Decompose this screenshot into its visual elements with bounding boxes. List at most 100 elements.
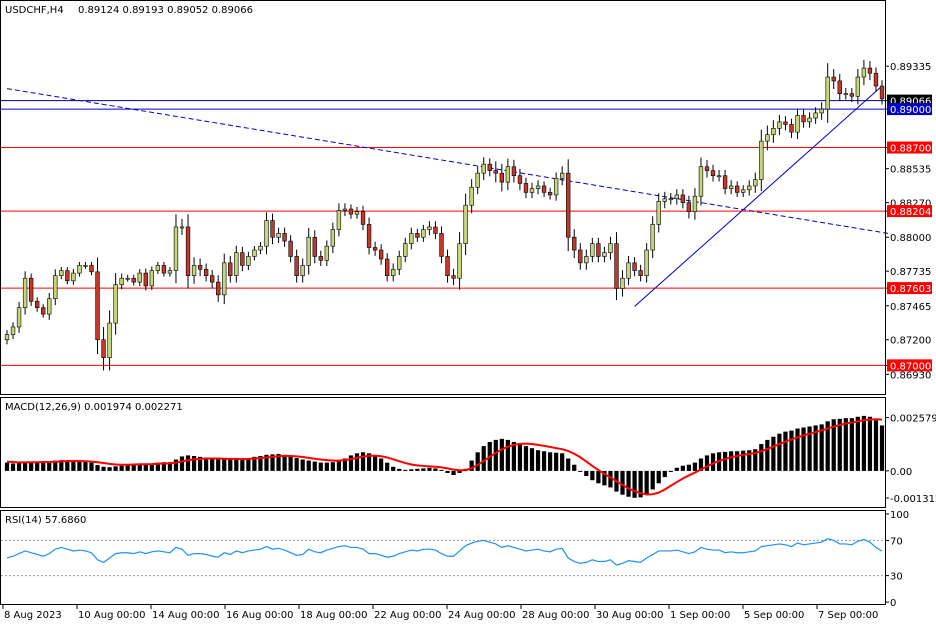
macd-bar [879,425,885,471]
candle [451,275,456,279]
time-tick-label: 28 Aug 00:00 [522,610,589,621]
macd-bar [288,456,293,471]
trendline [634,85,883,307]
candle [777,121,782,129]
macd-bar [379,458,384,471]
candle [378,249,384,260]
macd-bar [125,464,130,471]
macd-bar [397,468,402,471]
macd-bar [53,460,58,471]
macd-bar [825,421,830,471]
candle [765,134,770,142]
candle [505,166,511,183]
macd-bar [282,455,287,471]
macd-bar [849,418,854,471]
price-tick-label: 0.87603 [890,284,931,295]
price-tick-label: 0.88535 [890,165,931,176]
candle [107,322,112,358]
macd-bar [113,466,118,471]
macd-bar [813,425,818,471]
macd-bar [451,470,456,476]
macd-tick-label: 0.002579 [890,414,936,425]
macd-bar [107,467,112,471]
macd-bar [819,424,824,471]
macd-bar [759,444,764,471]
candle [728,185,734,189]
candle [771,128,776,136]
candle [35,300,40,309]
candle [849,93,854,97]
macd-bar [457,470,462,473]
candle [161,265,167,274]
macd-bar [197,456,203,471]
candle [83,265,88,267]
candle [385,258,390,276]
candle [366,224,372,248]
candle [131,277,136,283]
price-tick-label: 0.86930 [890,370,931,381]
macd-bar [445,470,450,473]
price-tick-label: 0.87000 [890,361,931,372]
macd-bar [578,470,583,472]
candle [185,226,191,276]
candle [704,166,710,171]
time-tick-label: 30 Aug 00:00 [596,610,663,621]
rsi-panel-frame [0,510,886,605]
macd-bar [674,467,679,471]
candle [843,93,848,96]
candle [674,194,679,200]
candle [741,189,746,193]
macd-bar [517,444,523,471]
macd-bar [77,460,82,471]
candle [282,233,287,242]
candle [246,256,251,266]
macd-bar [722,451,728,471]
time-tick-label: 1 Sep 00:00 [670,610,730,621]
candle [590,243,595,257]
macd-bar [686,464,692,471]
time-tick-label: 10 Aug 00:00 [78,610,145,621]
time-tick-label: 7 Sep 00:00 [818,610,878,621]
candle [650,224,655,251]
macd-bar [566,458,571,471]
macd-bar [741,450,746,471]
candle [300,265,305,276]
macd-bar [638,470,643,498]
price-tick-highlight [887,205,932,218]
candle [125,277,130,280]
price-tick-highlight [887,359,932,372]
macd-bar [656,470,661,484]
candle [602,252,607,257]
macd-bar [831,419,836,471]
time-tick-label: 8 Aug 2023 [4,610,62,621]
candle [288,240,293,257]
macd-bar [493,439,498,471]
macd-bar [783,431,788,471]
macd-bar [137,463,142,471]
candle [149,270,154,287]
macd-bar [155,462,160,471]
candle [433,226,438,234]
macd-bar [439,469,444,471]
candle [372,247,378,251]
price-tick-label: 0.87735 [890,267,931,278]
macd-bar [668,470,673,472]
macd-bar [632,470,637,498]
macd-bar [119,465,124,471]
candle [620,277,625,289]
macd-bar [499,438,504,471]
macd-bar [469,460,474,471]
candle [113,284,118,324]
candle [747,185,752,191]
candle [228,262,233,276]
candle [10,326,16,335]
candle [517,175,523,184]
macd-bar [433,468,438,471]
candle [354,211,360,215]
macd-bar [83,461,88,471]
macd-bar [735,451,740,471]
macd-bar [360,452,366,471]
candle [698,166,704,197]
